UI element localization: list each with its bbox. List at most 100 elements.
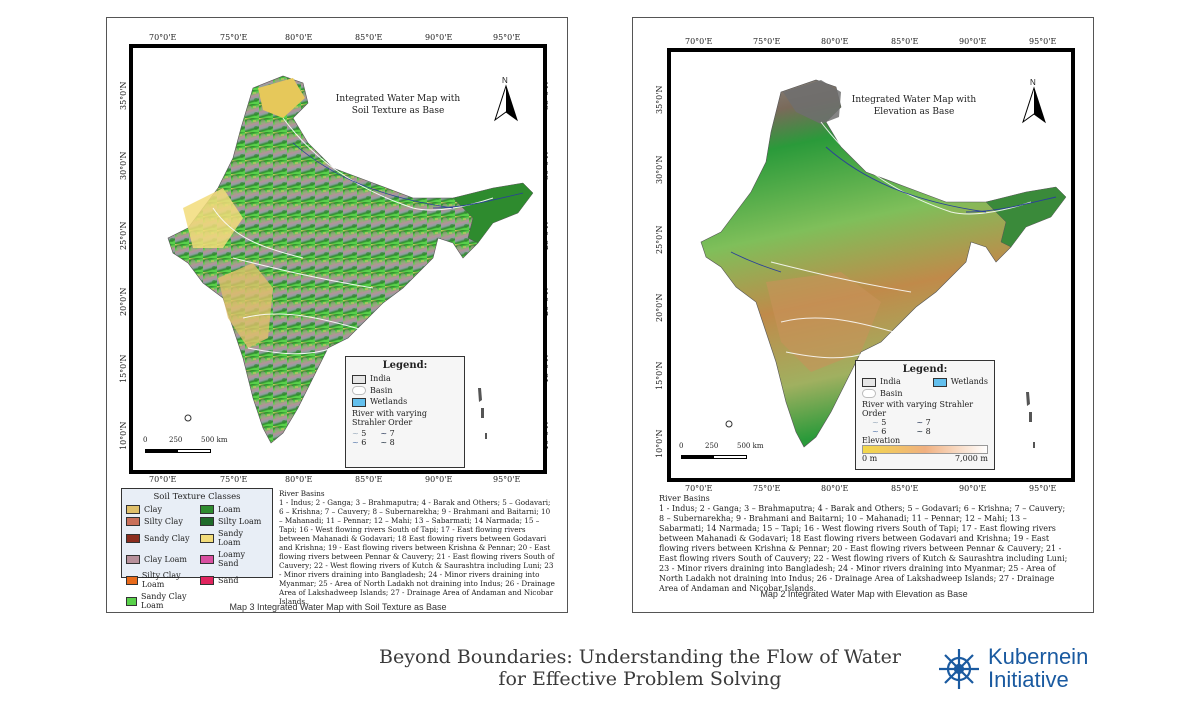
lon-tick: 95°0'E bbox=[1029, 37, 1057, 46]
scale-bar: 0 250 500 km bbox=[139, 436, 239, 462]
lon-tick: 80°0'E bbox=[821, 484, 849, 493]
india-elevation-map bbox=[700, 79, 1067, 448]
right-map-caption: Map 2 Integrated Water Map with Elevatio… bbox=[760, 589, 968, 599]
lon-tick: 70°0'E bbox=[685, 37, 713, 46]
lon-tick: 75°0'E bbox=[220, 475, 248, 484]
scale-label: 250 bbox=[705, 442, 719, 450]
soil-class-item: Silty Clay Loam bbox=[126, 571, 194, 589]
lat-tick: 35°0'N bbox=[119, 81, 128, 110]
legend-wetlands: Wetlands bbox=[950, 377, 988, 386]
lat-tick: 25°0'N bbox=[655, 225, 664, 254]
himalaya-zone bbox=[783, 80, 841, 124]
lon-tick: 95°0'E bbox=[493, 33, 521, 42]
brand-line: Kubernein bbox=[988, 644, 1089, 669]
soil-class-label: Sandy Loam bbox=[217, 529, 244, 547]
elevation-max: 7,000 m bbox=[954, 454, 988, 463]
basin-swatch bbox=[862, 389, 876, 398]
soil-class-item: Sandy Clay Loam bbox=[126, 592, 194, 610]
india-swatch bbox=[862, 377, 876, 387]
northeast-region bbox=[452, 182, 534, 244]
legend-wetlands: Wetlands bbox=[370, 397, 408, 406]
lon-tick: 95°0'E bbox=[493, 475, 521, 484]
lon-tick: 70°0'E bbox=[685, 484, 713, 493]
page-headline: Beyond Boundaries: Understanding the Flo… bbox=[360, 646, 920, 690]
soil-class-item: Silty Loam bbox=[200, 517, 268, 526]
soil-swatch bbox=[200, 554, 214, 564]
deccan-clay-zone bbox=[218, 263, 273, 348]
soil-swatch bbox=[126, 575, 138, 585]
lon-tick: 75°0'E bbox=[753, 484, 781, 493]
soil-class-label: Loam bbox=[218, 505, 241, 514]
soil-class-item: Clay bbox=[126, 505, 194, 514]
soil-swatch bbox=[126, 517, 140, 526]
scale-label: 0 bbox=[143, 436, 148, 444]
north-arrow-icon: N bbox=[1019, 78, 1049, 126]
order-6: ~ 6 bbox=[352, 437, 367, 447]
soil-class-item: Sand bbox=[200, 571, 268, 589]
basins-list: 1 - Indus; 2 - Ganga; 3 – Brahmaputra; 4… bbox=[279, 498, 555, 606]
soil-class-item: Loamy Sand bbox=[200, 550, 268, 568]
wetlands-swatch bbox=[932, 377, 947, 387]
soil-map-frame: Integrated Water Map with Soil Texture a… bbox=[129, 44, 547, 474]
lon-tick: 85°0'E bbox=[355, 33, 383, 42]
soil-swatch bbox=[126, 554, 140, 564]
scale-label: 500 km bbox=[737, 442, 764, 450]
deccan-plateau bbox=[766, 272, 881, 372]
lon-tick: 70°0'E bbox=[149, 33, 177, 42]
lat-tick: 25°0'N bbox=[119, 221, 128, 250]
soil-class-grid: Clay Loam Silty Clay Silty Loam Sandy Clay Sa… bbox=[126, 505, 268, 610]
andaman-islands bbox=[478, 388, 487, 439]
lakshadweep-islands bbox=[725, 420, 733, 428]
basins-heading: River Basins bbox=[279, 489, 325, 498]
legend-india: India bbox=[370, 374, 391, 383]
lon-tick: 95°0'E bbox=[1029, 484, 1057, 493]
india-swatch bbox=[352, 374, 366, 384]
basin-swatch bbox=[352, 386, 366, 395]
river-basins-text: River Basins 1 - Indus; 2 - Ganga; 3 – B… bbox=[659, 494, 1069, 594]
legend-elevation-label: Elevation bbox=[862, 436, 901, 445]
lat-tick: 15°0'N bbox=[655, 361, 664, 390]
lon-tick: 85°0'E bbox=[355, 475, 383, 484]
legend-river-line: River with varying bbox=[352, 408, 427, 418]
wetlands-swatch bbox=[352, 397, 366, 407]
soil-legend-heading: Soil Texture Classes bbox=[153, 492, 241, 502]
soil-class-label: Silty Clay bbox=[144, 517, 183, 526]
soil-swatch bbox=[200, 517, 214, 526]
soil-class-label: Loamy Sand bbox=[217, 550, 245, 568]
lat-tick: 35°0'N bbox=[655, 85, 664, 114]
legend-heading: Legend: bbox=[382, 360, 428, 371]
elevation-map-legend: Legend: India Wetlands Basin River with … bbox=[855, 360, 995, 470]
lon-tick: 75°0'E bbox=[220, 33, 248, 42]
lon-tick: 90°0'E bbox=[425, 33, 453, 42]
brand-line: Initiative bbox=[988, 667, 1069, 692]
legend-basin: Basin bbox=[370, 385, 393, 395]
ship-wheel-icon bbox=[939, 649, 979, 689]
title-line: Integrated Water Map with bbox=[335, 94, 461, 104]
north-label: N bbox=[502, 76, 508, 85]
northwest-sandy-zone bbox=[183, 188, 243, 248]
lakshadweep-islands bbox=[184, 414, 192, 422]
order-7: ~ 7 bbox=[380, 428, 395, 438]
soil-class-label: Silty Loam bbox=[218, 517, 262, 526]
lon-tick: 80°0'E bbox=[285, 33, 313, 42]
india-soil-map bbox=[167, 75, 534, 444]
soil-texture-legend: Soil Texture Classes Clay Loam Silty Clay S… bbox=[121, 488, 273, 610]
soil-class-item: Silty Clay bbox=[126, 517, 194, 526]
soil-class-item: Clay Loam bbox=[126, 550, 194, 568]
soil-swatch bbox=[200, 505, 214, 514]
elevation-ramp bbox=[862, 445, 988, 454]
order-6: ~ 6 bbox=[872, 427, 887, 436]
lon-tick: 75°0'E bbox=[753, 37, 781, 46]
andaman-islands bbox=[1026, 392, 1035, 448]
lon-tick: 70°0'E bbox=[149, 475, 177, 484]
lon-tick: 90°0'E bbox=[959, 37, 987, 46]
legend-river-line: Strahler Order bbox=[352, 417, 413, 427]
left-map-caption: Map 3 Integrated Water Map with Soil Tex… bbox=[229, 602, 447, 612]
soil-class-label: Sandy Clay Loam bbox=[141, 592, 187, 610]
basins-list: 1 - Indus; 2 - Ganga; 3 – Brahmaputra; 4… bbox=[659, 504, 1068, 593]
legend-india: India bbox=[880, 377, 901, 386]
title-line: Soil Texture as Base bbox=[351, 106, 445, 116]
lat-tick: 30°0'N bbox=[119, 151, 128, 180]
soil-class-item: Loam bbox=[200, 505, 268, 514]
elevation-min: 0 m bbox=[862, 454, 878, 463]
